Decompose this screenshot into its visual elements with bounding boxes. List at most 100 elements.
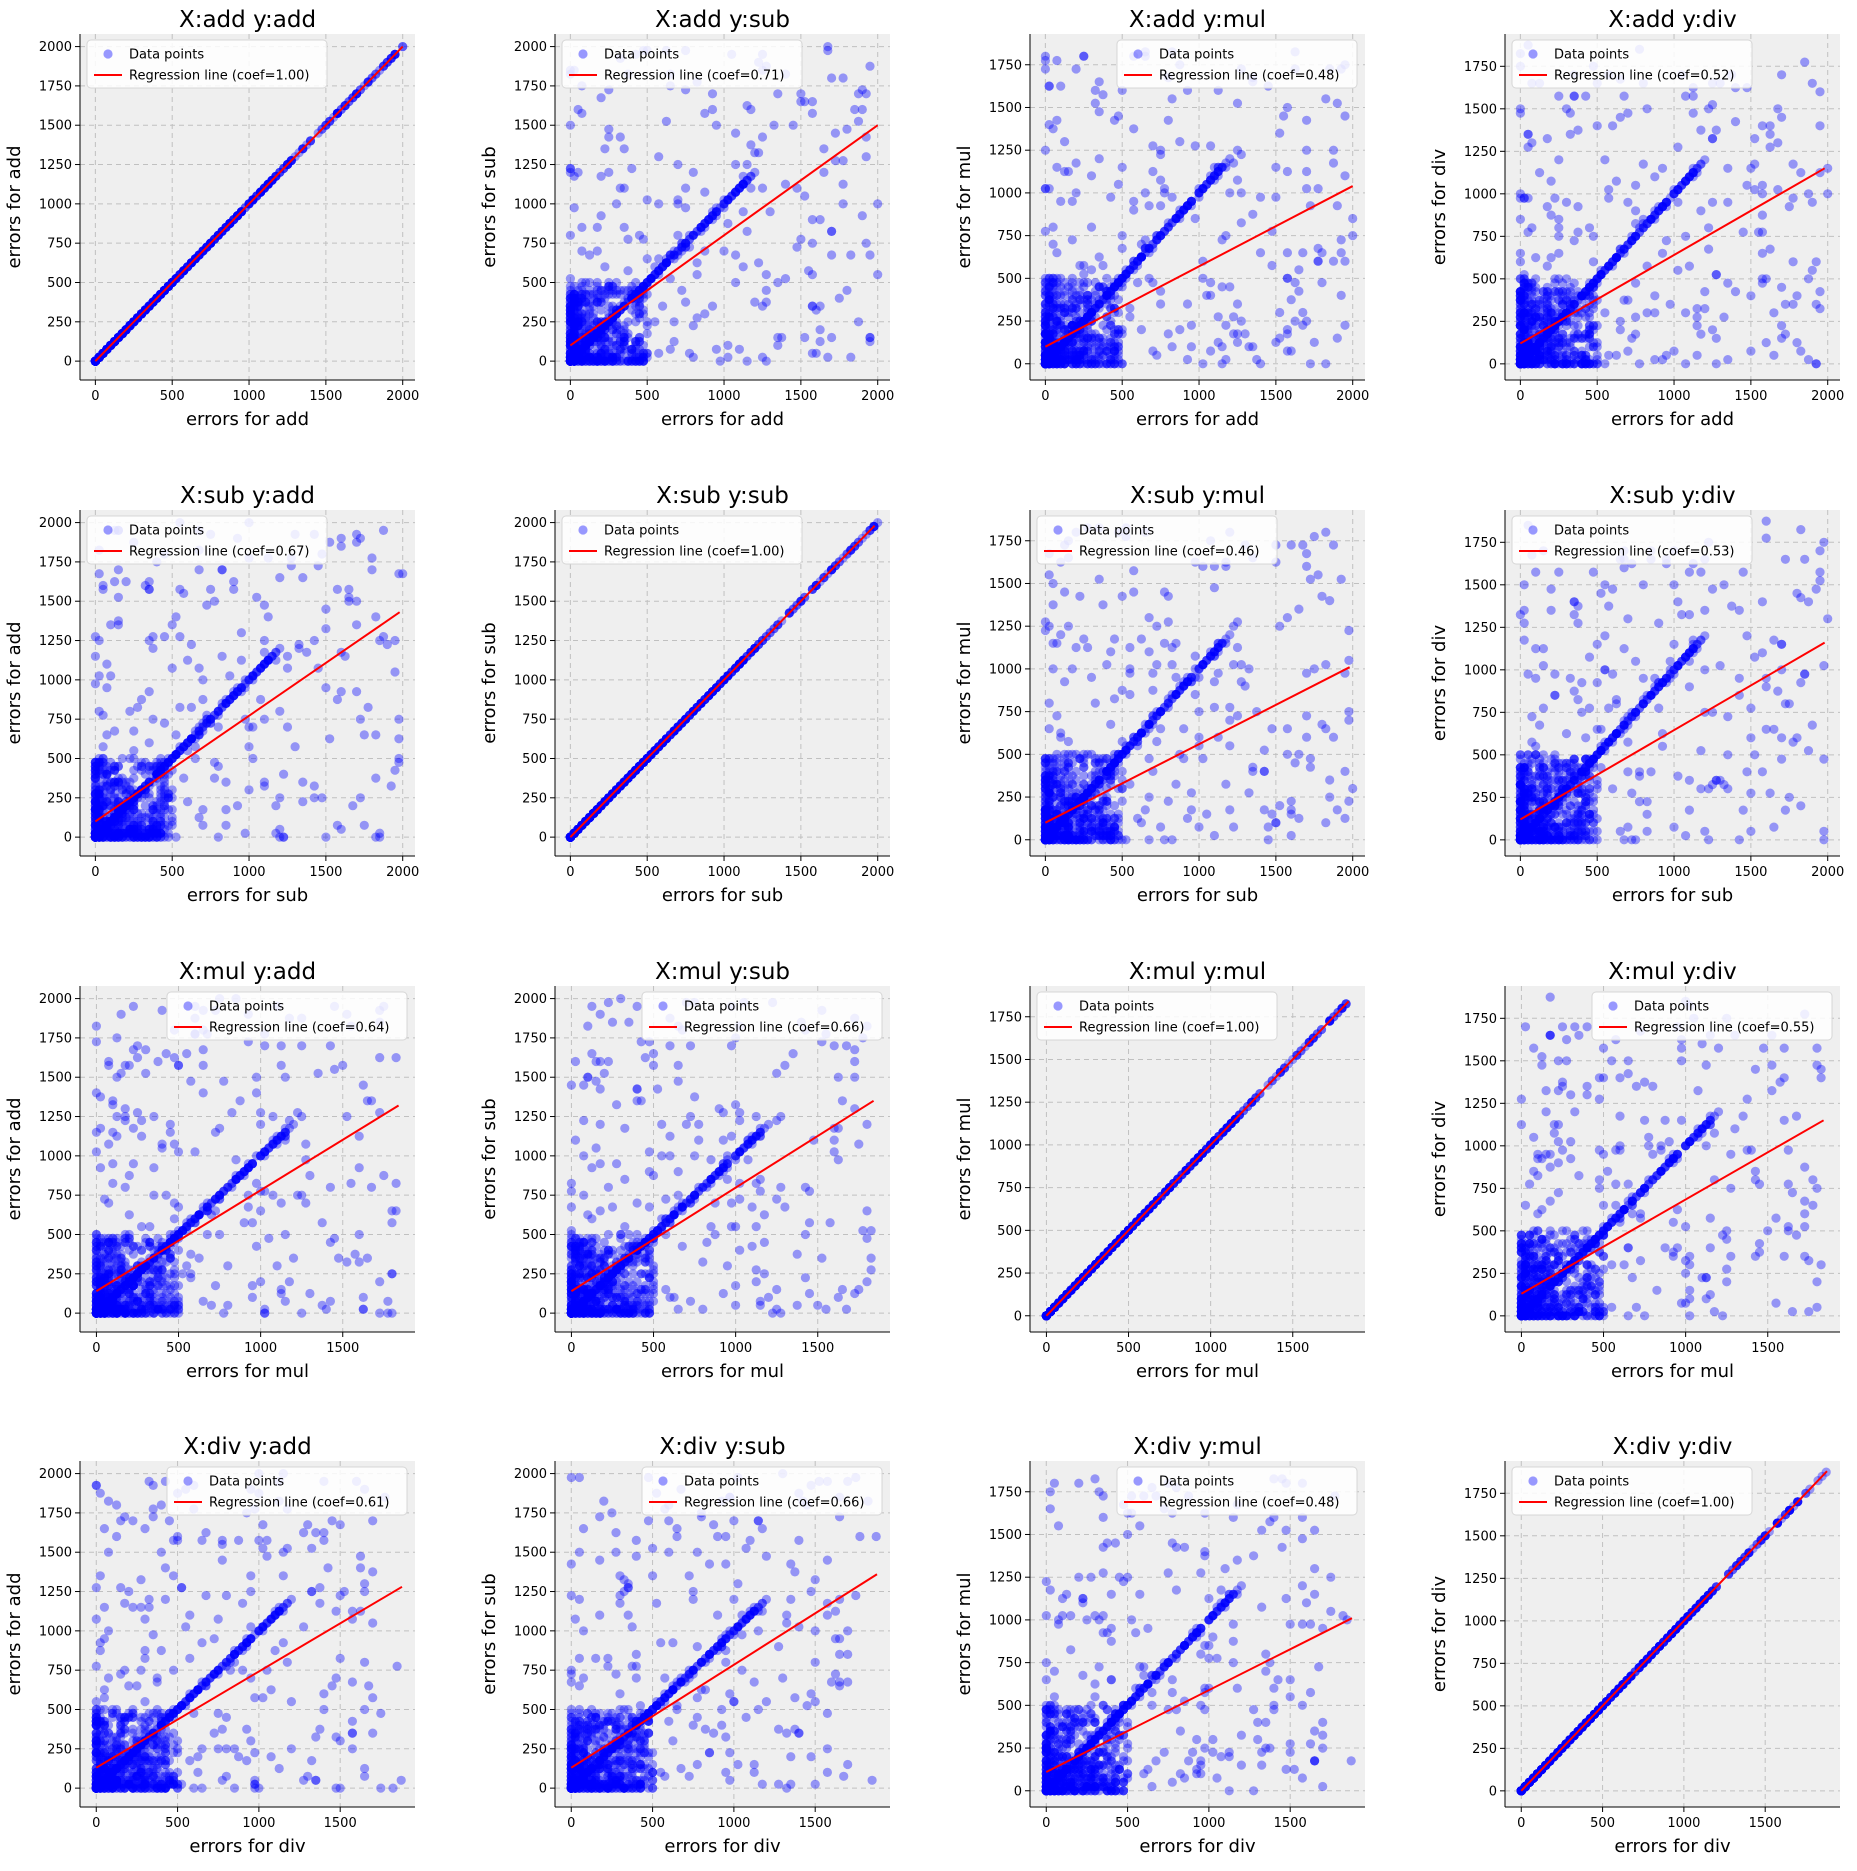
data-point bbox=[1577, 291, 1587, 301]
data-point bbox=[1298, 307, 1308, 318]
subplot-1: 0 500 1000 1500 2000025050075010001250150017… bbox=[4, 7, 419, 430]
data-point bbox=[792, 242, 802, 252]
data-point bbox=[1796, 346, 1806, 356]
data-point bbox=[654, 348, 664, 358]
data-point bbox=[1746, 346, 1756, 356]
data-point bbox=[1523, 142, 1533, 152]
data-point bbox=[1554, 91, 1564, 101]
y-axis-label: errors for sub bbox=[479, 146, 500, 267]
data-point bbox=[800, 191, 810, 201]
data-point bbox=[1707, 325, 1718, 335]
data-point bbox=[696, 222, 706, 232]
x-tick-label: 500 bbox=[1585, 389, 1610, 404]
data-point bbox=[692, 270, 702, 280]
data-point bbox=[1815, 87, 1825, 97]
subplot-4: 0 500 1000 1500 2000025050075010001250150017… bbox=[1429, 7, 1844, 430]
subplot-title: X:add y:sub bbox=[655, 7, 790, 33]
data-point bbox=[1332, 201, 1342, 211]
data-point bbox=[577, 301, 587, 311]
data-point bbox=[1569, 236, 1579, 246]
data-point bbox=[1807, 265, 1817, 275]
data-point bbox=[692, 313, 702, 323]
data-point bbox=[838, 179, 848, 189]
data-point bbox=[1527, 316, 1537, 326]
legend-marker-points bbox=[1133, 49, 1143, 59]
data-point bbox=[1611, 176, 1621, 186]
legend-label-line: Regression line (coef=1.00) bbox=[129, 69, 310, 84]
data-point bbox=[1156, 145, 1166, 155]
data-point bbox=[1071, 303, 1081, 313]
data-point bbox=[731, 159, 741, 170]
data-point bbox=[225, 671, 235, 681]
data-point bbox=[1086, 265, 1097, 275]
y-tick-label: 1500 bbox=[514, 119, 547, 134]
data-point bbox=[1584, 223, 1595, 233]
data-point bbox=[1631, 312, 1641, 322]
data-point bbox=[1561, 104, 1572, 114]
data-point bbox=[1688, 91, 1698, 101]
data-point bbox=[1290, 278, 1300, 288]
data-point bbox=[1117, 162, 1127, 172]
data-point bbox=[1634, 223, 1645, 233]
x-axis-label: errors for add bbox=[1611, 409, 1734, 430]
data-point bbox=[1550, 304, 1560, 314]
data-point bbox=[615, 132, 625, 142]
data-point bbox=[746, 140, 756, 150]
data-point bbox=[842, 285, 852, 295]
data-point bbox=[94, 671, 104, 681]
data-point bbox=[1769, 308, 1779, 318]
data-point bbox=[1309, 337, 1319, 347]
data-point bbox=[1788, 193, 1798, 203]
subplot-title: X:add y:mul bbox=[1129, 7, 1266, 33]
data-point bbox=[1677, 180, 1687, 190]
data-point bbox=[661, 258, 672, 268]
data-point bbox=[1550, 278, 1560, 288]
data-point bbox=[834, 293, 844, 303]
data-point bbox=[1052, 55, 1062, 66]
data-point bbox=[658, 301, 668, 311]
data-point bbox=[1302, 316, 1312, 326]
data-point bbox=[1079, 282, 1089, 292]
data-point bbox=[1707, 197, 1718, 207]
data-point bbox=[1171, 213, 1181, 224]
data-point bbox=[1623, 197, 1633, 207]
data-point bbox=[1684, 261, 1694, 271]
data-point bbox=[865, 332, 875, 343]
data-point bbox=[604, 352, 614, 362]
y-tick-label: 2000 bbox=[39, 40, 72, 55]
data-point bbox=[715, 203, 725, 213]
data-point bbox=[577, 352, 587, 362]
data-point bbox=[742, 159, 752, 170]
x-tick-label: 0 bbox=[566, 389, 574, 404]
legend-label-line: Regression line (coef=0.48) bbox=[1159, 69, 1340, 84]
data-point bbox=[673, 199, 683, 209]
data-point bbox=[1692, 350, 1702, 360]
data-point bbox=[1336, 290, 1346, 300]
data-point bbox=[1588, 257, 1598, 267]
data-point bbox=[1711, 359, 1721, 369]
data-point bbox=[1086, 359, 1097, 369]
data-point bbox=[757, 183, 768, 193]
data-point bbox=[638, 348, 649, 358]
subplot-title: X:add y:add bbox=[179, 7, 316, 33]
data-point bbox=[1060, 137, 1070, 147]
data-point bbox=[1079, 51, 1089, 61]
data-point bbox=[1561, 274, 1572, 284]
legend-label-points: Data points bbox=[604, 48, 679, 63]
data-point bbox=[1673, 142, 1683, 152]
data-point bbox=[673, 230, 683, 240]
data-point bbox=[1044, 295, 1054, 305]
data-point bbox=[1784, 202, 1794, 212]
y-tick-label: 1250 bbox=[514, 158, 547, 173]
data-point bbox=[1075, 346, 1085, 356]
data-point bbox=[873, 199, 883, 209]
data-point bbox=[1286, 295, 1296, 305]
y-tick-label: 250 bbox=[997, 315, 1022, 330]
data-point bbox=[1271, 337, 1281, 347]
data-point bbox=[1696, 329, 1706, 339]
data-point bbox=[1765, 129, 1775, 139]
data-point bbox=[1604, 185, 1614, 195]
data-point bbox=[1757, 189, 1767, 199]
data-point bbox=[1515, 104, 1525, 114]
